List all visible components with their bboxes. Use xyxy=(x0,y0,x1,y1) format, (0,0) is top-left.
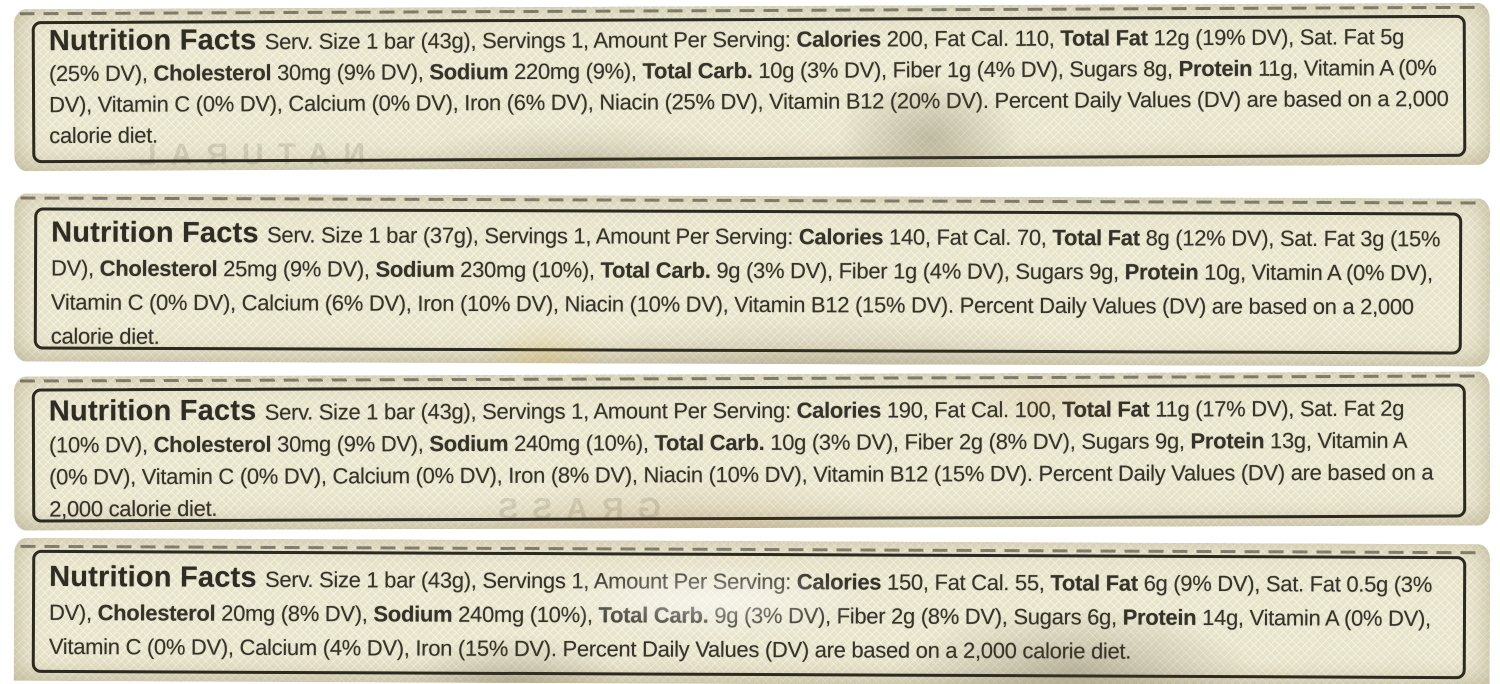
package-seam xyxy=(19,5,1484,16)
nutrition-facts-text: Nutrition Facts Serv. Size 1 bar (43g), … xyxy=(49,20,1450,151)
nutrition-text-segment: Total Fat xyxy=(1062,396,1150,422)
nutrition-text-segment: Cholesterol xyxy=(99,255,218,282)
nutrition-text-segment: Nutrition Facts xyxy=(51,216,268,250)
package-strip-1: NATURAL Nutrition Facts Serv. Size 1 bar… xyxy=(13,2,1491,172)
package-seam xyxy=(19,374,1484,383)
package-strip-4: Nutrition Facts Serv. Size 1 bar (43g), … xyxy=(13,537,1491,684)
package-seam xyxy=(20,196,1485,205)
nutrition-text-segment: 240mg (10%), xyxy=(452,601,599,628)
nutrition-text-segment: 140, Fat Cal. 70, xyxy=(883,224,1053,251)
nutrition-text-segment: 30mg (9% DV), xyxy=(271,431,430,457)
nutrition-text-segment: Calories xyxy=(798,224,884,250)
nutrition-text-segment: Cholesterol xyxy=(153,431,272,458)
nutrition-panel-2: Nutrition Facts Serv. Size 1 bar (37g), … xyxy=(33,207,1463,355)
nutrition-panel-3: Nutrition Facts Serv. Size 1 bar (43g), … xyxy=(31,383,1467,526)
nutrition-text-segment: 10g (3% DV), Fiber 1g (4% DV), Sugars 8g… xyxy=(752,56,1179,83)
nutrition-text-segment: Total Carb. xyxy=(642,57,753,84)
nutrition-text-segment: Protein xyxy=(1124,259,1199,285)
nutrition-text-segment: 30mg (9% DV), xyxy=(271,59,430,86)
nutrition-text-segment: 190, Fat Cal. 100, xyxy=(880,396,1063,423)
nutrition-facts-text: Nutrition Facts Serv. Size 1 bar (43g), … xyxy=(49,389,1449,526)
nutrition-text-segment: Serv. Size 1 bar (43g), Servings 1, Amou… xyxy=(264,397,797,425)
nutrition-text-segment: 150, Fat Cal. 55, xyxy=(881,569,1051,596)
nutrition-text-segment: Total Fat xyxy=(1060,25,1148,51)
nutrition-text-segment: Total Fat xyxy=(1050,570,1138,596)
nutrition-text-segment: 9g (3% DV), Fiber 2g (8% DV), Sugars 6g, xyxy=(708,602,1123,630)
nutrition-text-segment: 25mg (9% DV), xyxy=(217,256,376,282)
nutrition-text-segment: 10g (3% DV), Fiber 2g (8% DV), Sugars 9g… xyxy=(764,428,1191,455)
nutrition-text-segment: Total Carb. xyxy=(654,429,765,456)
nutrition-text-segment: Protein xyxy=(1190,428,1265,454)
nutrition-text-segment: Serv. Size 1 bar (37g), Servings 1, Amou… xyxy=(266,222,799,250)
nutrition-text-segment: 240mg (10%), xyxy=(508,430,655,456)
nutrition-text-segment: Nutrition Facts xyxy=(49,560,266,594)
nutrition-text-segment: Calories xyxy=(796,397,882,423)
nutrition-text-segment: Serv. Size 1 bar (43g), Servings 1, Amou… xyxy=(264,566,797,595)
nutrition-text-segment: Protein xyxy=(1122,604,1197,630)
nutrition-text-segment: Sodium xyxy=(375,256,455,282)
nutrition-text-segment: Nutrition Facts xyxy=(48,24,265,58)
nutrition-text-segment: Calories xyxy=(796,26,881,52)
nutrition-text-segment: Nutrition Facts xyxy=(48,394,265,428)
nutrition-panel-4: Nutrition Facts Serv. Size 1 bar (43g), … xyxy=(31,549,1467,680)
nutrition-facts-text: Nutrition Facts Serv. Size 1 bar (43g), … xyxy=(49,555,1449,670)
nutrition-text-segment: Total Carb. xyxy=(598,602,709,628)
nutrition-text-segment: 200, Fat Cal. 110, xyxy=(880,25,1061,52)
nutrition-text-segment: 220mg (9%), xyxy=(508,58,643,85)
nutrition-text-segment: Sodium xyxy=(429,430,509,457)
nutrition-facts-text: Nutrition Facts Serv. Size 1 bar (37g), … xyxy=(51,213,1445,359)
nutrition-text-segment: Serv. Size 1 bar (43g), Servings 1, Amou… xyxy=(264,26,797,55)
nutrition-text-segment: Calories xyxy=(796,569,882,595)
nutrition-text-segment: Cholesterol xyxy=(153,60,272,86)
nutrition-text-segment: Sodium xyxy=(429,59,509,85)
nutrition-text-segment: Sodium xyxy=(373,601,453,627)
nutrition-text-segment: Total Fat xyxy=(1052,225,1140,251)
package-strip-2: Nutrition Facts Serv. Size 1 bar (37g), … xyxy=(13,193,1491,367)
nutrition-text-segment: Total Carb. xyxy=(600,257,711,283)
nutrition-text-segment: 9g (3% DV), Fiber 1g (4% DV), Sugars 9g, xyxy=(710,257,1125,285)
nutrition-text-segment: 20mg (8% DV), xyxy=(215,600,374,627)
nutrition-panel-1: Nutrition Facts Serv. Size 1 bar (43g), … xyxy=(31,14,1467,164)
nutrition-text-segment: Cholesterol xyxy=(97,600,216,626)
nutrition-text-segment: Protein xyxy=(1178,55,1253,82)
nutrition-text-segment: 230mg (10%), xyxy=(454,256,601,283)
package-strip-3: GRASS Nutrition Facts Serv. Size 1 bar (… xyxy=(13,371,1491,531)
